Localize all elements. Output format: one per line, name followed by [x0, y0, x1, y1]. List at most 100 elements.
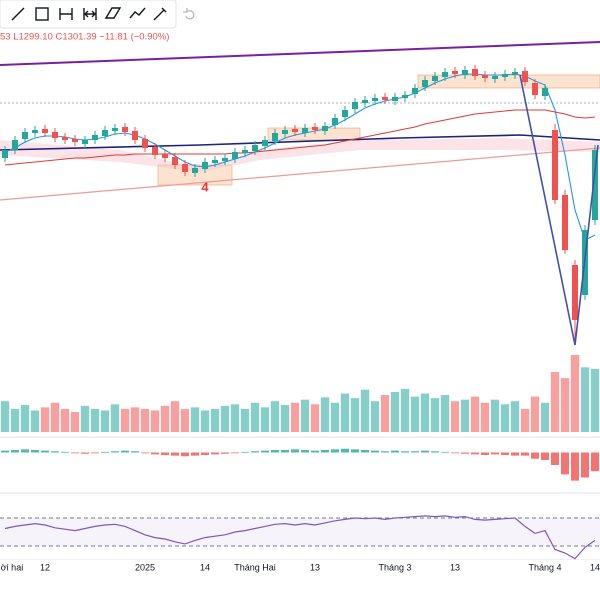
- candle-body: [52, 132, 58, 138]
- macd-bar: [351, 449, 359, 453]
- candle-body: [362, 100, 368, 103]
- candle-body: [332, 118, 338, 125]
- volume-bar: [590, 368, 600, 432]
- x-tick-label: ời hai: [1, 562, 23, 572]
- volume-bar: [560, 378, 570, 432]
- volume-bar: [370, 401, 380, 432]
- macd-bar: [231, 452, 239, 454]
- zigzag: [519, 74, 599, 346]
- volume-bar: [500, 404, 510, 432]
- candle-body: [312, 127, 318, 130]
- candle-body: [252, 145, 258, 151]
- macd-bar: [291, 449, 299, 453]
- macd-bar: [391, 450, 399, 453]
- volume-bar: [150, 410, 160, 432]
- candle-body: [182, 164, 188, 172]
- volume-bar: [420, 393, 430, 432]
- moving-average: [4, 109, 596, 166]
- volume-bar: [470, 396, 480, 432]
- candle-body: [472, 69, 478, 76]
- candle-body: [412, 88, 418, 94]
- x-tick-label: Tháng 4: [528, 562, 561, 572]
- volume-bar: [130, 407, 140, 432]
- macd-bar: [511, 452, 519, 456]
- volume-bar: [390, 391, 400, 432]
- macd-bar: [181, 452, 189, 457]
- macd-bar: [571, 452, 579, 481]
- macd-bar: [531, 452, 539, 459]
- macd-bar: [431, 451, 439, 453]
- macd-bar: [71, 452, 79, 454]
- macd-bar: [551, 452, 559, 465]
- macd-bar: [221, 452, 229, 454]
- pattern-tool[interactable]: [104, 7, 122, 19]
- macd-bar: [81, 452, 89, 454]
- volume-bar: [220, 405, 230, 432]
- macd-bar: [201, 452, 209, 455]
- macd-bar: [151, 452, 159, 455]
- macd-bar: [381, 451, 389, 453]
- volume-bar: [570, 355, 580, 432]
- candle-body: [152, 147, 158, 155]
- measure-tool[interactable]: [83, 8, 97, 20]
- candle-body: [452, 71, 458, 74]
- candle-body: [372, 98, 378, 101]
- volume-bar: [330, 402, 340, 432]
- range-tool[interactable]: [59, 8, 73, 20]
- annotation: 4: [201, 179, 209, 194]
- brush-tool[interactable]: [153, 7, 167, 21]
- volume-bar: [230, 404, 240, 432]
- candle-body: [42, 129, 48, 133]
- macd-bar: [311, 450, 319, 453]
- candle-body: [492, 76, 498, 79]
- candle-body: [232, 152, 238, 159]
- volume-bar: [30, 410, 40, 432]
- macd-bar: [91, 452, 99, 454]
- volume-bar: [200, 410, 210, 432]
- volume-bar: [0, 401, 10, 432]
- average-line: [0, 134, 600, 151]
- volume-bar: [260, 407, 270, 432]
- x-tick-label: Tháng Hai: [234, 562, 276, 572]
- redo[interactable]: [183, 8, 195, 20]
- candle-body: [322, 126, 328, 131]
- candle-body: [112, 128, 118, 131]
- volume-bar: [320, 397, 330, 432]
- candle-body: [32, 130, 38, 133]
- volume-bar: [190, 407, 200, 432]
- volume-bar: [40, 407, 50, 432]
- candle-body: [422, 80, 428, 87]
- candle-body: [382, 97, 388, 100]
- volume-bar: [300, 399, 310, 432]
- volume-bar: [410, 396, 420, 432]
- volume-bar: [100, 410, 110, 432]
- marks: [0, 65, 600, 560]
- volume-bar: [480, 402, 490, 432]
- macd-bar: [251, 451, 259, 453]
- line-tool[interactable]: [11, 7, 25, 21]
- volume-bar: [340, 393, 350, 432]
- candle-body: [262, 140, 268, 146]
- macd-bar: [41, 450, 49, 453]
- macd-bar: [271, 450, 279, 453]
- candle-body: [72, 139, 78, 142]
- path-tool[interactable]: [129, 7, 146, 19]
- volume-bar: [170, 401, 180, 432]
- candle-body: [542, 88, 548, 96]
- macd-bar: [131, 451, 139, 453]
- candle-body: [102, 130, 108, 136]
- toolbar-icons[interactable]: [11, 7, 195, 21]
- candle-body: [62, 137, 68, 140]
- candle-body: [162, 154, 168, 158]
- volume-bar: [350, 398, 360, 432]
- cloud: [0, 138, 600, 172]
- macd-bar: [331, 449, 339, 453]
- volume-bar: [270, 401, 280, 432]
- rect-tool[interactable]: [35, 7, 49, 21]
- macd-bar: [461, 452, 469, 454]
- volume-bar: [160, 405, 170, 432]
- macd-bar: [401, 451, 409, 453]
- macd-bar: [321, 450, 329, 453]
- candle-body: [522, 71, 528, 82]
